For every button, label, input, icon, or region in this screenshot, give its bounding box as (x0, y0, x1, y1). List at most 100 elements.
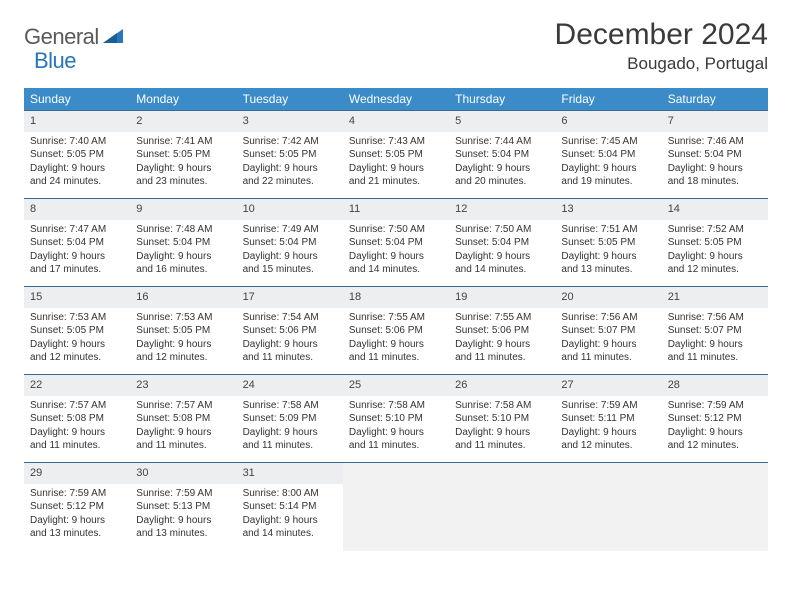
day-sunset: Sunset: 5:10 PM (455, 412, 549, 426)
logo-text-blue: Blue (34, 48, 76, 73)
day-sunrise: Sunrise: 7:55 AM (455, 311, 549, 325)
day-daylight2: and 13 minutes. (561, 263, 655, 277)
day-cell: 20Sunrise: 7:56 AMSunset: 5:07 PMDayligh… (555, 287, 661, 375)
day-daylight1: Daylight: 9 hours (136, 162, 230, 176)
day-number: 13 (555, 199, 661, 220)
day-daylight1: Daylight: 9 hours (668, 250, 762, 264)
day-sunset: Sunset: 5:13 PM (136, 500, 230, 514)
day-sunset: Sunset: 5:08 PM (136, 412, 230, 426)
day-body: Sunrise: 7:55 AMSunset: 5:06 PMDaylight:… (343, 308, 449, 371)
day-sunrise: Sunrise: 7:53 AM (136, 311, 230, 325)
day-body: Sunrise: 7:57 AMSunset: 5:08 PMDaylight:… (24, 396, 130, 459)
day-number: 22 (24, 375, 130, 396)
day-daylight1: Daylight: 9 hours (561, 250, 655, 264)
day-number: 3 (237, 111, 343, 132)
day-daylight1: Daylight: 9 hours (243, 338, 337, 352)
day-number: 4 (343, 111, 449, 132)
day-body: Sunrise: 7:58 AMSunset: 5:10 PMDaylight:… (343, 396, 449, 459)
month-title: December 2024 (555, 18, 768, 52)
day-cell: 23Sunrise: 7:57 AMSunset: 5:08 PMDayligh… (130, 375, 236, 463)
day-sunrise: Sunrise: 7:56 AM (561, 311, 655, 325)
day-sunrise: Sunrise: 7:58 AM (455, 399, 549, 413)
day-daylight2: and 21 minutes. (349, 175, 443, 189)
week-row: 15Sunrise: 7:53 AMSunset: 5:05 PMDayligh… (24, 287, 768, 375)
day-of-week-header: Sunday (24, 88, 130, 111)
day-daylight1: Daylight: 9 hours (561, 338, 655, 352)
day-cell: 30Sunrise: 7:59 AMSunset: 5:13 PMDayligh… (130, 463, 236, 551)
day-cell: 12Sunrise: 7:50 AMSunset: 5:04 PMDayligh… (449, 199, 555, 287)
day-daylight1: Daylight: 9 hours (668, 426, 762, 440)
day-number: 8 (24, 199, 130, 220)
day-cell: 8Sunrise: 7:47 AMSunset: 5:04 PMDaylight… (24, 199, 130, 287)
day-cell: 24Sunrise: 7:58 AMSunset: 5:09 PMDayligh… (237, 375, 343, 463)
day-daylight2: and 11 minutes. (349, 351, 443, 365)
day-sunrise: Sunrise: 7:40 AM (30, 135, 124, 149)
day-sunset: Sunset: 5:06 PM (243, 324, 337, 338)
location: Bougado, Portugal (555, 54, 768, 74)
day-body: Sunrise: 7:59 AMSunset: 5:12 PMDaylight:… (662, 396, 768, 459)
day-number: 16 (130, 287, 236, 308)
day-body: Sunrise: 7:53 AMSunset: 5:05 PMDaylight:… (130, 308, 236, 371)
logo-triangle-icon (103, 27, 123, 48)
day-daylight1: Daylight: 9 hours (243, 514, 337, 528)
week-row: 22Sunrise: 7:57 AMSunset: 5:08 PMDayligh… (24, 375, 768, 463)
day-daylight2: and 12 minutes. (561, 439, 655, 453)
day-number: 12 (449, 199, 555, 220)
day-cell: 21Sunrise: 7:56 AMSunset: 5:07 PMDayligh… (662, 287, 768, 375)
day-cell: 14Sunrise: 7:52 AMSunset: 5:05 PMDayligh… (662, 199, 768, 287)
day-daylight2: and 17 minutes. (30, 263, 124, 277)
day-sunset: Sunset: 5:07 PM (668, 324, 762, 338)
day-sunrise: Sunrise: 7:41 AM (136, 135, 230, 149)
day-sunrise: Sunrise: 7:45 AM (561, 135, 655, 149)
day-number: 21 (662, 287, 768, 308)
day-daylight1: Daylight: 9 hours (455, 250, 549, 264)
day-daylight1: Daylight: 9 hours (243, 426, 337, 440)
day-daylight2: and 11 minutes. (455, 351, 549, 365)
logo: General (24, 24, 125, 50)
day-cell: 27Sunrise: 7:59 AMSunset: 5:11 PMDayligh… (555, 375, 661, 463)
day-sunrise: Sunrise: 7:56 AM (668, 311, 762, 325)
day-of-week-header: Saturday (662, 88, 768, 111)
week-row: 29Sunrise: 7:59 AMSunset: 5:12 PMDayligh… (24, 463, 768, 551)
day-daylight2: and 12 minutes. (136, 351, 230, 365)
day-sunrise: Sunrise: 7:58 AM (243, 399, 337, 413)
day-body: Sunrise: 7:45 AMSunset: 5:04 PMDaylight:… (555, 132, 661, 195)
day-cell: 18Sunrise: 7:55 AMSunset: 5:06 PMDayligh… (343, 287, 449, 375)
day-body: Sunrise: 7:59 AMSunset: 5:13 PMDaylight:… (130, 484, 236, 547)
day-body: Sunrise: 7:50 AMSunset: 5:04 PMDaylight:… (343, 220, 449, 283)
day-daylight1: Daylight: 9 hours (561, 426, 655, 440)
day-sunrise: Sunrise: 7:47 AM (30, 223, 124, 237)
day-body: Sunrise: 7:51 AMSunset: 5:05 PMDaylight:… (555, 220, 661, 283)
day-daylight1: Daylight: 9 hours (243, 162, 337, 176)
day-of-week-header: Friday (555, 88, 661, 111)
day-cell-empty (449, 463, 555, 551)
day-number: 10 (237, 199, 343, 220)
day-sunrise: Sunrise: 7:53 AM (30, 311, 124, 325)
day-sunset: Sunset: 5:04 PM (30, 236, 124, 250)
day-cell: 7Sunrise: 7:46 AMSunset: 5:04 PMDaylight… (662, 111, 768, 199)
day-daylight2: and 20 minutes. (455, 175, 549, 189)
day-daylight1: Daylight: 9 hours (349, 250, 443, 264)
day-daylight2: and 11 minutes. (349, 439, 443, 453)
day-daylight2: and 12 minutes. (30, 351, 124, 365)
day-daylight1: Daylight: 9 hours (349, 162, 443, 176)
day-sunset: Sunset: 5:09 PM (243, 412, 337, 426)
day-sunrise: Sunrise: 7:54 AM (243, 311, 337, 325)
day-sunrise: Sunrise: 7:59 AM (561, 399, 655, 413)
day-cell: 9Sunrise: 7:48 AMSunset: 5:04 PMDaylight… (130, 199, 236, 287)
day-number: 19 (449, 287, 555, 308)
day-of-week-row: SundayMondayTuesdayWednesdayThursdayFrid… (24, 88, 768, 111)
day-number: 18 (343, 287, 449, 308)
day-of-week-header: Wednesday (343, 88, 449, 111)
day-number: 14 (662, 199, 768, 220)
day-daylight1: Daylight: 9 hours (561, 162, 655, 176)
day-sunrise: Sunrise: 7:57 AM (136, 399, 230, 413)
day-sunset: Sunset: 5:08 PM (30, 412, 124, 426)
day-body: Sunrise: 7:46 AMSunset: 5:04 PMDaylight:… (662, 132, 768, 195)
day-number: 7 (662, 111, 768, 132)
logo-text-general: General (24, 24, 99, 50)
day-sunset: Sunset: 5:05 PM (561, 236, 655, 250)
day-sunrise: Sunrise: 7:52 AM (668, 223, 762, 237)
day-number: 29 (24, 463, 130, 484)
day-body: Sunrise: 7:41 AMSunset: 5:05 PMDaylight:… (130, 132, 236, 195)
